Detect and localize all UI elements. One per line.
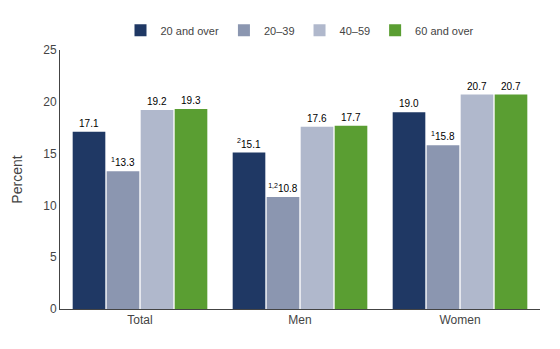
- svg-text:Total: Total: [127, 313, 152, 327]
- svg-text:​1​13.3: ​1​13.3: [111, 156, 135, 168]
- svg-text:20–39: 20–39: [264, 25, 295, 37]
- svg-text:40–59: 40–59: [340, 25, 371, 37]
- svg-text:0: 0: [50, 302, 57, 316]
- svg-text:20 and over: 20 and over: [161, 25, 219, 37]
- svg-text:19.3: 19.3: [181, 95, 201, 106]
- svg-text:20.7: 20.7: [467, 81, 487, 92]
- svg-text:17.6: 17.6: [307, 113, 327, 124]
- svg-text:20.7: 20.7: [501, 81, 521, 92]
- svg-text:​1​15.8: ​1​15.8: [431, 130, 455, 142]
- svg-text:17.7: 17.7: [341, 112, 361, 123]
- svg-text:15: 15: [43, 147, 57, 161]
- svg-text:​1,2​10.8: ​1,2​10.8: [268, 182, 298, 194]
- svg-text:17.1: 17.1: [79, 118, 99, 129]
- svg-text:25: 25: [43, 43, 57, 57]
- svg-text:​2​15.1: ​2​15.1: [237, 137, 261, 149]
- svg-text:Percent: Percent: [9, 155, 25, 203]
- svg-text:20: 20: [43, 95, 57, 109]
- svg-text:Women: Women: [439, 313, 480, 327]
- svg-text:Men: Men: [288, 313, 311, 327]
- svg-text:60 and over: 60 and over: [415, 25, 473, 37]
- svg-text:19.0: 19.0: [399, 98, 419, 109]
- svg-text:10: 10: [43, 199, 57, 213]
- svg-text:19.2: 19.2: [147, 96, 167, 107]
- svg-text:5: 5: [50, 250, 57, 264]
